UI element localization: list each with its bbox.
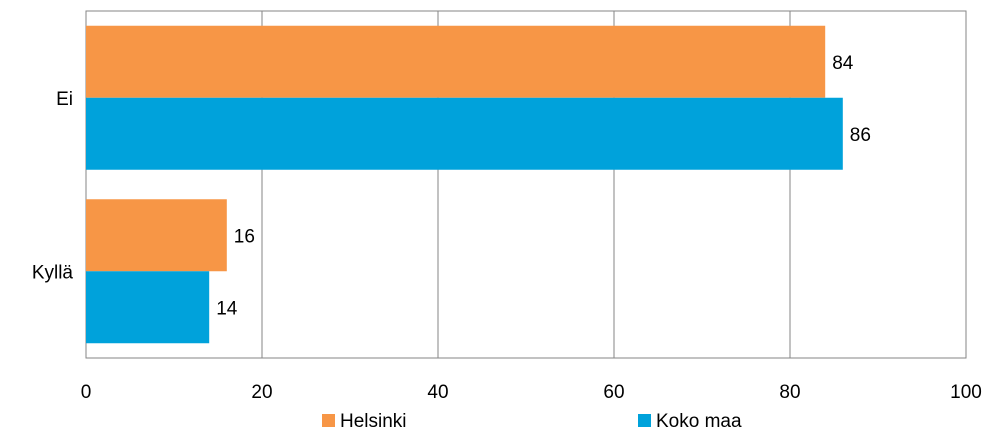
bars [86,26,843,344]
category-label: Kyllä [32,262,74,283]
bar-koko-maa [86,271,209,343]
x-tick-label: 80 [779,382,800,403]
bar-helsinki [86,26,825,98]
x-tick-label: 60 [603,382,624,403]
x-tick-labels: 0 20 40 60 80 100 [81,382,982,403]
data-label: 14 [216,298,238,319]
legend: Helsinki Koko maa [322,411,742,432]
legend-label: Koko maa [656,411,742,432]
category-labels: Ei Kyllä [32,89,74,284]
legend-swatch [322,414,335,427]
data-label: 86 [850,125,871,146]
data-label: 84 [832,53,854,74]
legend-swatch [638,414,651,427]
bar-helsinki [86,199,227,271]
bar-koko-maa [86,98,843,170]
category-label: Ei [56,89,73,110]
legend-label: Helsinki [340,411,407,432]
x-tick-label: 20 [251,382,272,403]
x-tick-label: 100 [950,382,982,403]
x-tick-label: 0 [81,382,92,403]
data-label: 16 [234,226,255,247]
x-tick-label: 40 [427,382,448,403]
